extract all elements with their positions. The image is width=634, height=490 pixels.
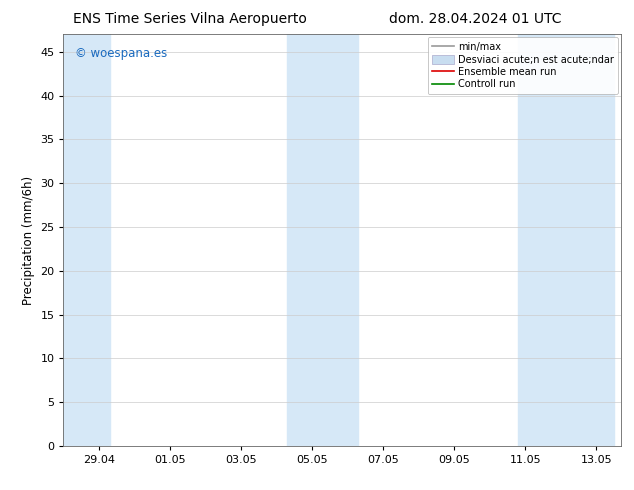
- Bar: [287, 34, 358, 446]
- Text: ENS Time Series Vilna Aeropuerto: ENS Time Series Vilna Aeropuerto: [74, 12, 307, 26]
- Text: © woespana.es: © woespana.es: [75, 47, 167, 60]
- Text: dom. 28.04.2024 01 UTC: dom. 28.04.2024 01 UTC: [389, 12, 562, 26]
- Legend: min/max, Desviaci acute;n est acute;ndar, Ensemble mean run, Controll run: min/max, Desviaci acute;n est acute;ndar…: [427, 37, 618, 94]
- Bar: [63, 34, 110, 446]
- Bar: [518, 34, 614, 446]
- Y-axis label: Precipitation (mm/6h): Precipitation (mm/6h): [22, 175, 35, 305]
